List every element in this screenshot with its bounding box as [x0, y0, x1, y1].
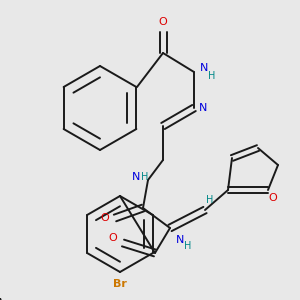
Text: Br: Br — [113, 279, 127, 289]
Text: N: N — [176, 235, 184, 245]
Text: O: O — [100, 213, 109, 223]
Text: H: H — [184, 241, 192, 251]
Text: N: N — [132, 172, 140, 182]
Text: N: N — [200, 63, 208, 73]
Text: N: N — [199, 103, 207, 113]
Text: O: O — [109, 233, 117, 243]
Text: H: H — [206, 195, 214, 205]
Text: O: O — [159, 17, 167, 27]
Text: H: H — [141, 172, 149, 182]
Text: O: O — [268, 193, 278, 203]
Text: H: H — [208, 71, 216, 81]
